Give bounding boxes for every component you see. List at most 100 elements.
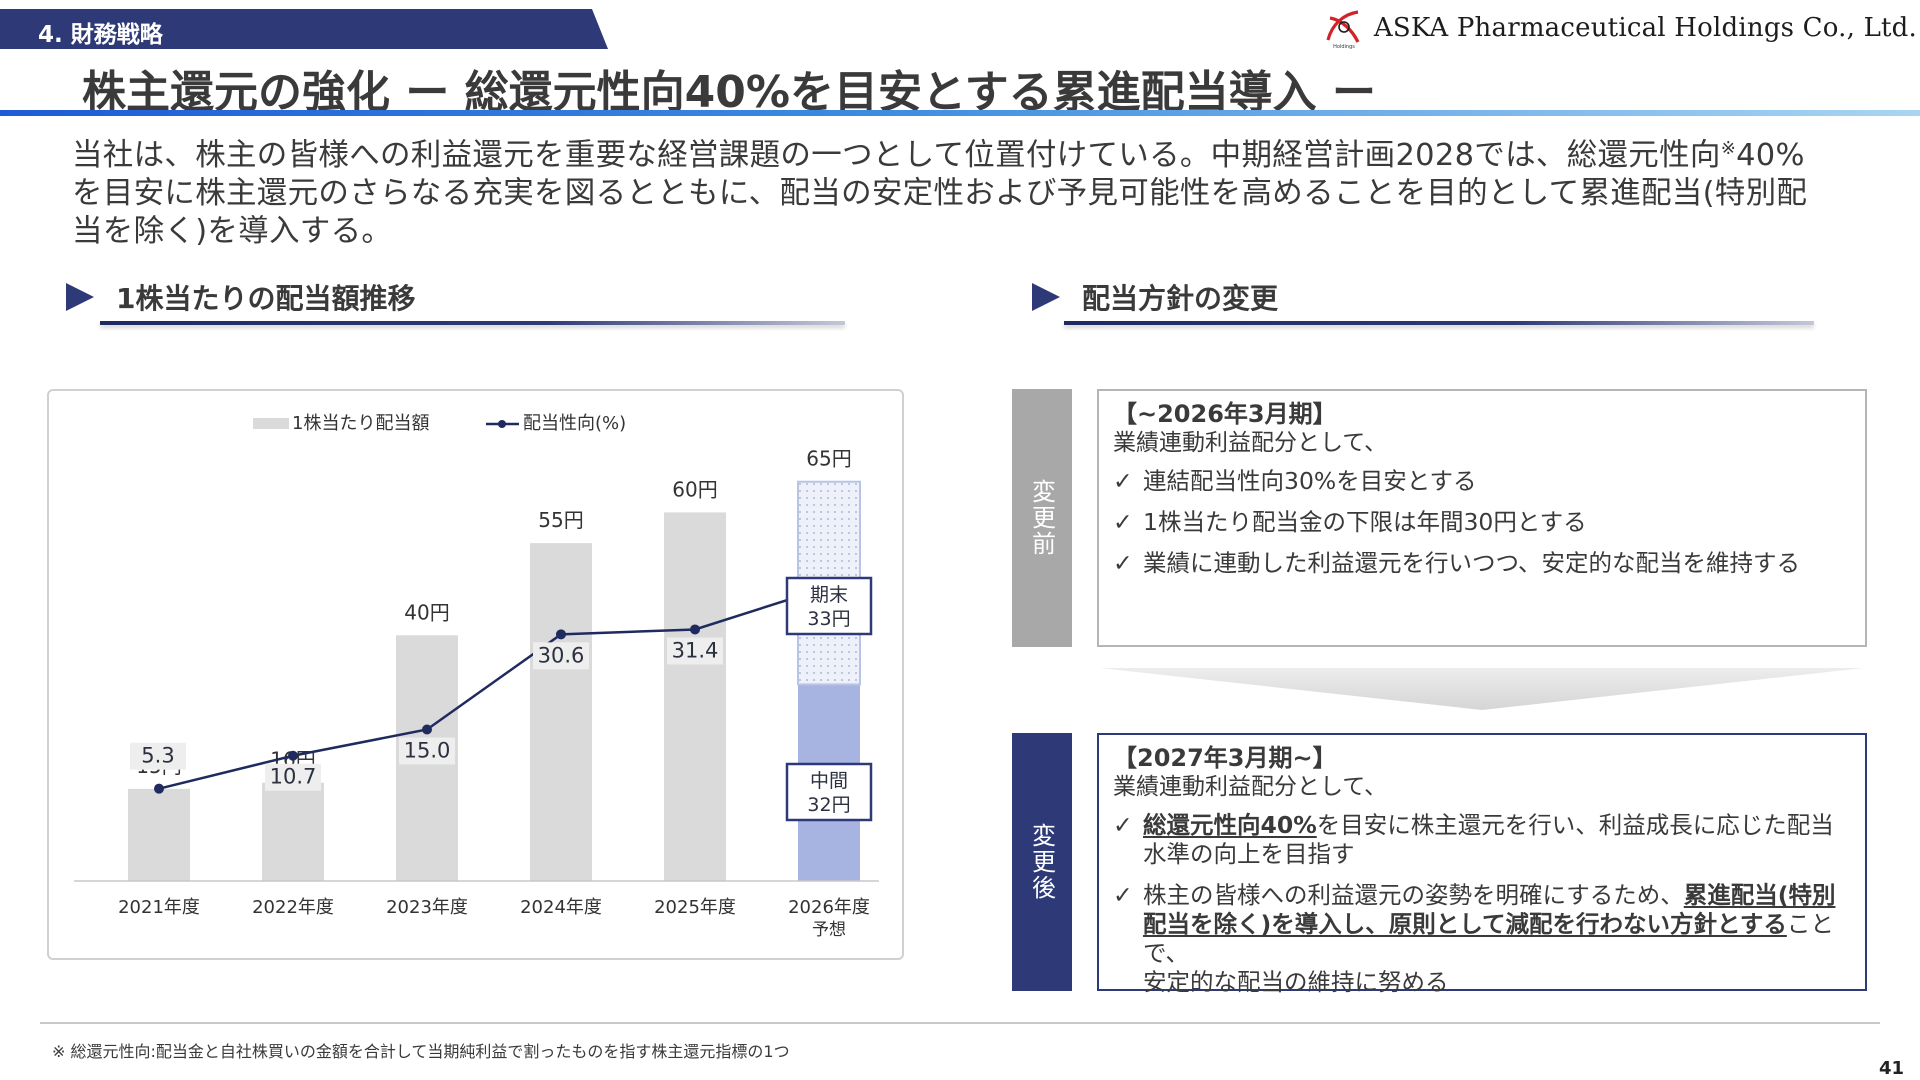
after-item-2-line-3: 安定的な配当の維持に努める <box>1143 968 1449 996</box>
aska-logo-icon: Holdings <box>1326 10 1360 50</box>
page-title: 株主還元の強化 ー 総還元性向40%を目安とする累進配当導入 ー <box>82 67 1376 118</box>
after-intro: 業績連動利益配分として、 <box>1113 774 1388 800</box>
legend-swatch-bar <box>253 418 289 429</box>
after-item-1-line-2: 水準の向上を目指す <box>1143 840 1355 868</box>
bar-value-label: 60円 <box>672 477 717 501</box>
list-item: ✓ 株主の皆様への利益還元の姿勢を明確にするため、累進配当(特別 配当を除く)を… <box>1113 881 1851 997</box>
payout-ratio-point <box>288 750 298 761</box>
emphasis-progressive-2: 配当を除く)を導入し、原則として減配を行わない方針とする <box>1143 910 1787 938</box>
heading-triangle-icon <box>1032 283 1060 311</box>
callout-year-end-label: 期末 <box>810 584 848 606</box>
payout-ratio-line <box>158 585 830 790</box>
x-tick-label: 2026年度 <box>788 897 870 918</box>
payout-label-bg <box>130 742 186 770</box>
check-icon: ✓ <box>1113 508 1133 536</box>
payout-ratio-label: 5.3 <box>141 744 174 768</box>
chart-section-rule <box>100 321 845 325</box>
payout-ratio-label: 31.4 <box>672 638 719 662</box>
title-underline <box>0 110 1920 116</box>
lead-paragraph: 当社は、株主の皆様への利益還元を重要な経営課題の一つとして位置付けている。中期経… <box>72 130 1872 251</box>
company-name: ASKA Pharmaceutical Holdings Co., Ltd. <box>1373 13 1917 43</box>
payout-label-bg <box>533 642 589 670</box>
payout-ratio-point <box>154 783 164 794</box>
x-tick-label: 2023年度 <box>386 897 468 918</box>
before-item-3: 業績に連動した利益還元を行いつつ、安定的な配当を維持する <box>1143 549 1801 577</box>
bar-value-label: 55円 <box>538 508 583 532</box>
after-item-2-line-1: 株主の皆様への利益還元の姿勢を明確にするため、累進配当(特別 <box>1143 881 1836 909</box>
x-tick-label: 2024年度 <box>520 897 602 918</box>
transition-arrow-icon <box>1100 668 1864 710</box>
lead-line-3: 当を除く)を導入する。 <box>72 214 393 250</box>
after-tag: 変更後 <box>1012 733 1072 991</box>
callout-interim-label: 中間 <box>810 770 848 792</box>
check-icon: ✓ <box>1113 549 1133 577</box>
policy-section-rule <box>1064 321 1814 325</box>
bar-dividend <box>530 543 592 881</box>
after-item-2-line-2: 配当を除く)を導入し、原則として減配を行わない方針とすることで、 <box>1143 910 1834 967</box>
list-item: ✓ 連結配当性向30%を目安とする <box>1113 467 1851 496</box>
payout-ratio-point <box>422 724 432 735</box>
heading-triangle-icon <box>66 283 94 311</box>
before-policy-box: 【~2026年3月期】 業績連動利益配分として、 ✓ 連結配当性向30%を目安とす… <box>1097 389 1867 647</box>
after-item-1-line-1: 総還元性向40%を目安に株主還元を行い、利益成長に応じた配当 <box>1143 811 1834 839</box>
check-icon: ✓ <box>1113 467 1133 495</box>
payout-ratio-point <box>556 629 566 640</box>
before-item-2: 1株当たり配当金の下限は年間30円とする <box>1143 508 1587 536</box>
payout-ratio-label: 30.6 <box>538 643 585 667</box>
lead-line-1: 当社は、株主の皆様への利益還元を重要な経営課題の一つとして位置付けている。中期経… <box>72 138 1805 174</box>
x-tick-label: 2025年度 <box>654 897 736 918</box>
chart-section-heading-label: 1株当たりの配当額推移 <box>116 282 416 315</box>
footnote-marker: ※ <box>1720 138 1737 159</box>
payout-label-bg <box>667 637 723 665</box>
company-logo: Holdings ASKA Pharmaceutical Holdings Co… <box>1322 6 1917 50</box>
callout-year-end-value: 33円 <box>807 608 850 630</box>
list-item: ✓ 総還元性向40%を目安に株主還元を行い、利益成長に応じた配当 水準の向上を目… <box>1113 811 1851 869</box>
after-policy-box: 【2027年3月期~】 業績連動利益配分として、 ✓ 総還元性向40%を目安に株… <box>1097 733 1867 996</box>
section-tab-label: 4. 財務戦略 <box>38 22 163 48</box>
logo-small-text: Holdings <box>1333 44 1355 50</box>
bar-dividend <box>262 782 324 881</box>
callout-interim-value: 32円 <box>807 794 850 816</box>
list-item: ✓ 1株当たり配当金の下限は年間30円とする <box>1113 508 1851 537</box>
policy-section-heading-label: 配当方針の変更 <box>1082 282 1279 315</box>
bar-dividend <box>128 788 190 881</box>
before-period: 【~2026年3月期】 <box>1113 400 1337 428</box>
before-policy-list: ✓ 連結配当性向30%を目安とする ✓ 1株当たり配当金の下限は年間30円とする ✓… <box>1113 467 1851 578</box>
dividend-chart: 1株当たり配当額配当性向(%)15円16円40円55円60円65円2021年度2… <box>74 413 879 940</box>
chart-section-heading: 1株当たりの配当額推移 <box>66 280 416 315</box>
footnote: ※ 総還元性向:配当金と自社株買いの金額を合計して当期純利益で割ったものを指す株… <box>52 1042 790 1061</box>
callout-year-end-box <box>785 576 873 636</box>
after-policy-list: ✓ 総還元性向40%を目安に株主還元を行い、利益成長に応じた配当 水準の向上を目… <box>1113 811 1851 997</box>
x-tick-note: 予想 <box>812 920 846 940</box>
lead-line-2: を目安に株主還元のさらなる充実を図るとともに、配当の安定性および予見可能性を高め… <box>72 176 1808 212</box>
policy-section-heading: 配当方針の変更 <box>1032 280 1279 315</box>
check-icon: ✓ <box>1113 881 1133 909</box>
payout-ratio-label: 15.0 <box>404 739 451 763</box>
after-tag-label: 変更後 <box>1027 823 1056 901</box>
check-icon: ✓ <box>1113 811 1133 839</box>
payout-label-bg <box>399 737 455 765</box>
before-tag: 変更前 <box>1012 389 1072 647</box>
after-period: 【2027年3月期~】 <box>1113 744 1337 772</box>
legend-label-bar: 1株当たり配当額 <box>292 413 429 434</box>
before-intro: 業績連動利益配分として、 <box>1113 430 1388 456</box>
callout-interim-box <box>785 762 873 822</box>
page-number: 41 <box>1878 1058 1904 1079</box>
payout-ratio-point <box>690 624 700 635</box>
before-tag-label: 変更前 <box>1027 479 1056 557</box>
dividend-chart-panel: 1株当たり配当額配当性向(%)15円16円40円55円60円65円2021年度2… <box>47 389 904 960</box>
legend-marker-line <box>498 420 506 428</box>
footer-divider <box>40 1022 1880 1024</box>
x-tick-label: 2022年度 <box>252 897 334 918</box>
x-tick-label: 2021年度 <box>118 897 200 918</box>
payout-label-bg <box>265 763 321 791</box>
legend-label-line: 配当性向(%) <box>523 413 626 434</box>
section-tab: 4. 財務戦略 <box>0 9 608 49</box>
bar-value-label: 65円 <box>806 447 851 471</box>
bar-dividend <box>664 512 726 881</box>
emphasis-progressive-1: 累進配当(特別 <box>1683 881 1836 909</box>
list-item: ✓ 業績に連動した利益還元を行いつつ、安定的な配当を維持する <box>1113 549 1851 578</box>
bar-value-label: 40円 <box>404 600 449 624</box>
before-item-1: 連結配当性向30%を目安とする <box>1143 467 1477 495</box>
payout-ratio-label: 10.7 <box>270 765 317 789</box>
